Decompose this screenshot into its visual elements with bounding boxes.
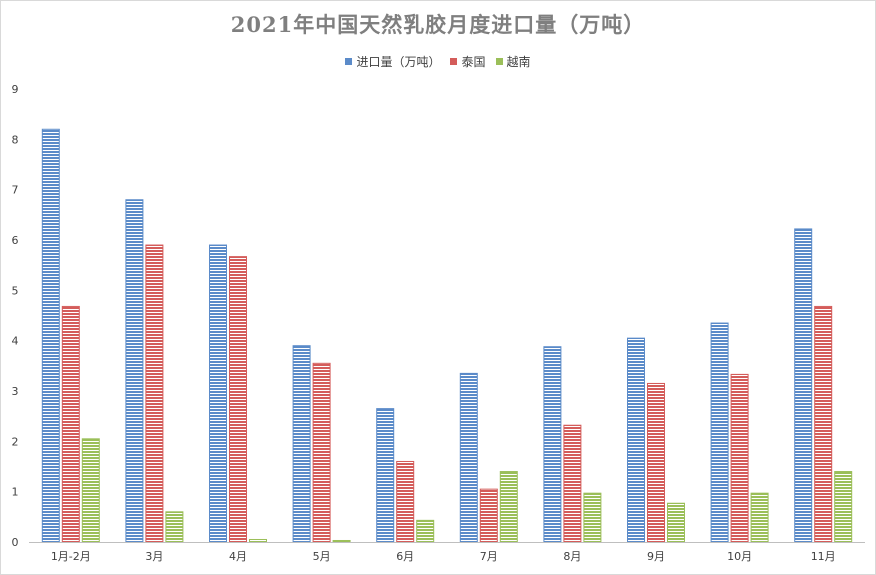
chart-title: 2021年中国天然乳胶月度进口量（万吨） <box>230 12 646 37</box>
bar-vietnam <box>750 492 769 543</box>
x-tick-label: 6月 <box>396 550 414 563</box>
bar-vietnam <box>249 538 267 543</box>
bar-vietnam <box>165 511 184 543</box>
bar-thailand <box>730 373 749 543</box>
y-tick-label: 5 <box>12 284 19 297</box>
legend-item-thailand: 泰国 <box>450 53 486 70</box>
y-tick-label: 3 <box>12 385 19 398</box>
legend-swatch-vietnam <box>495 58 503 65</box>
y-tick-label: 7 <box>12 184 19 197</box>
x-tick-label: 5月 <box>313 550 331 563</box>
bar-import <box>292 345 311 543</box>
bar-thailand <box>647 382 665 543</box>
x-tick-label: 3月 <box>145 550 163 563</box>
bar-thailand <box>479 488 498 543</box>
bar-import <box>209 244 227 543</box>
y-tick-label: 9 <box>12 83 19 96</box>
y-axis-ticks: 0 1 2 3 4 5 6 7 8 9 <box>12 83 19 549</box>
bar-import <box>543 346 562 543</box>
bar-thailand <box>563 424 582 543</box>
y-tick-label: 6 <box>12 234 19 247</box>
y-tick-label: 2 <box>12 435 19 448</box>
x-tick-label: 8月 <box>563 550 581 563</box>
bar-thailand <box>145 244 164 543</box>
x-axis-ticks: 1月-2月 3月 4月 5月 6月 7月 8月 9月 10月 11月 <box>51 550 836 563</box>
bar-thailand <box>61 305 80 543</box>
bar-vietnam <box>834 471 853 543</box>
y-tick-label: 1 <box>12 486 19 499</box>
bar-import <box>627 337 645 543</box>
bar-thailand <box>396 460 415 543</box>
x-tick-label: 1月-2月 <box>51 550 91 563</box>
x-tick-label: 7月 <box>480 550 498 563</box>
chart-legend: 进口量（万吨） 泰国 越南 <box>1 53 875 70</box>
bar-thailand <box>229 256 247 543</box>
bar-vietnam <box>81 438 100 543</box>
bars <box>41 128 853 543</box>
legend-label-import: 进口量（万吨） <box>356 55 441 69</box>
bar-vietnam <box>583 492 602 543</box>
bar-import <box>710 322 729 543</box>
legend-swatch-import <box>345 58 353 65</box>
bar-import <box>459 372 478 543</box>
bar-vietnam <box>667 502 685 543</box>
bar-thailand <box>312 362 331 543</box>
legend-label-thailand: 泰国 <box>461 55 486 69</box>
legend-label-vietnam: 越南 <box>506 55 531 69</box>
x-tick-label: 9月 <box>647 550 665 563</box>
y-tick-label: 8 <box>12 133 19 146</box>
bar-import <box>41 128 60 543</box>
bar-import <box>125 199 144 543</box>
legend-item-import: 进口量（万吨） <box>345 53 440 70</box>
bar-vietnam <box>499 471 518 543</box>
bar-import <box>794 228 813 543</box>
bar-vietnam <box>332 539 351 543</box>
x-tick-label: 10月 <box>727 550 752 563</box>
bar-thailand <box>814 305 833 543</box>
y-tick-label: 4 <box>12 335 19 348</box>
y-tick-label: 0 <box>12 536 19 549</box>
bar-import <box>376 408 395 543</box>
x-tick-label: 11月 <box>811 550 836 563</box>
legend-item-vietnam: 越南 <box>495 53 531 70</box>
x-tick-label: 4月 <box>229 550 247 563</box>
bar-vietnam <box>416 519 435 543</box>
legend-swatch-thailand <box>450 58 458 65</box>
